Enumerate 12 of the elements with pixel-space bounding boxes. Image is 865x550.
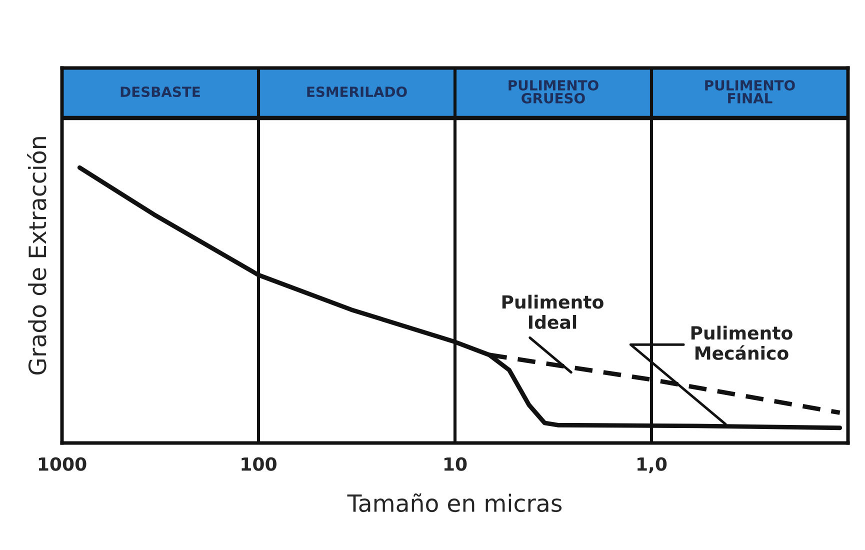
x-tick-label: 100 [242, 457, 276, 471]
text: DESBASTE [120, 86, 200, 98]
x-tick-label: 10 [444, 457, 467, 471]
x-axis-title: Tamaño en micras [347, 493, 562, 512]
x-tick-label: 1,0 [638, 457, 667, 474]
annotation: Pulimento Mecánico [691, 326, 792, 360]
x-tick-label: 1000 [38, 457, 86, 471]
annotation: Pulimento Ideal [502, 294, 604, 329]
text: PULIMENTO GRUESO [508, 80, 598, 104]
text: ESMERILADO [307, 86, 407, 98]
text: PULIMENTO FINAL [705, 80, 795, 104]
y-axis-title: Grado de Extracción [27, 137, 46, 375]
